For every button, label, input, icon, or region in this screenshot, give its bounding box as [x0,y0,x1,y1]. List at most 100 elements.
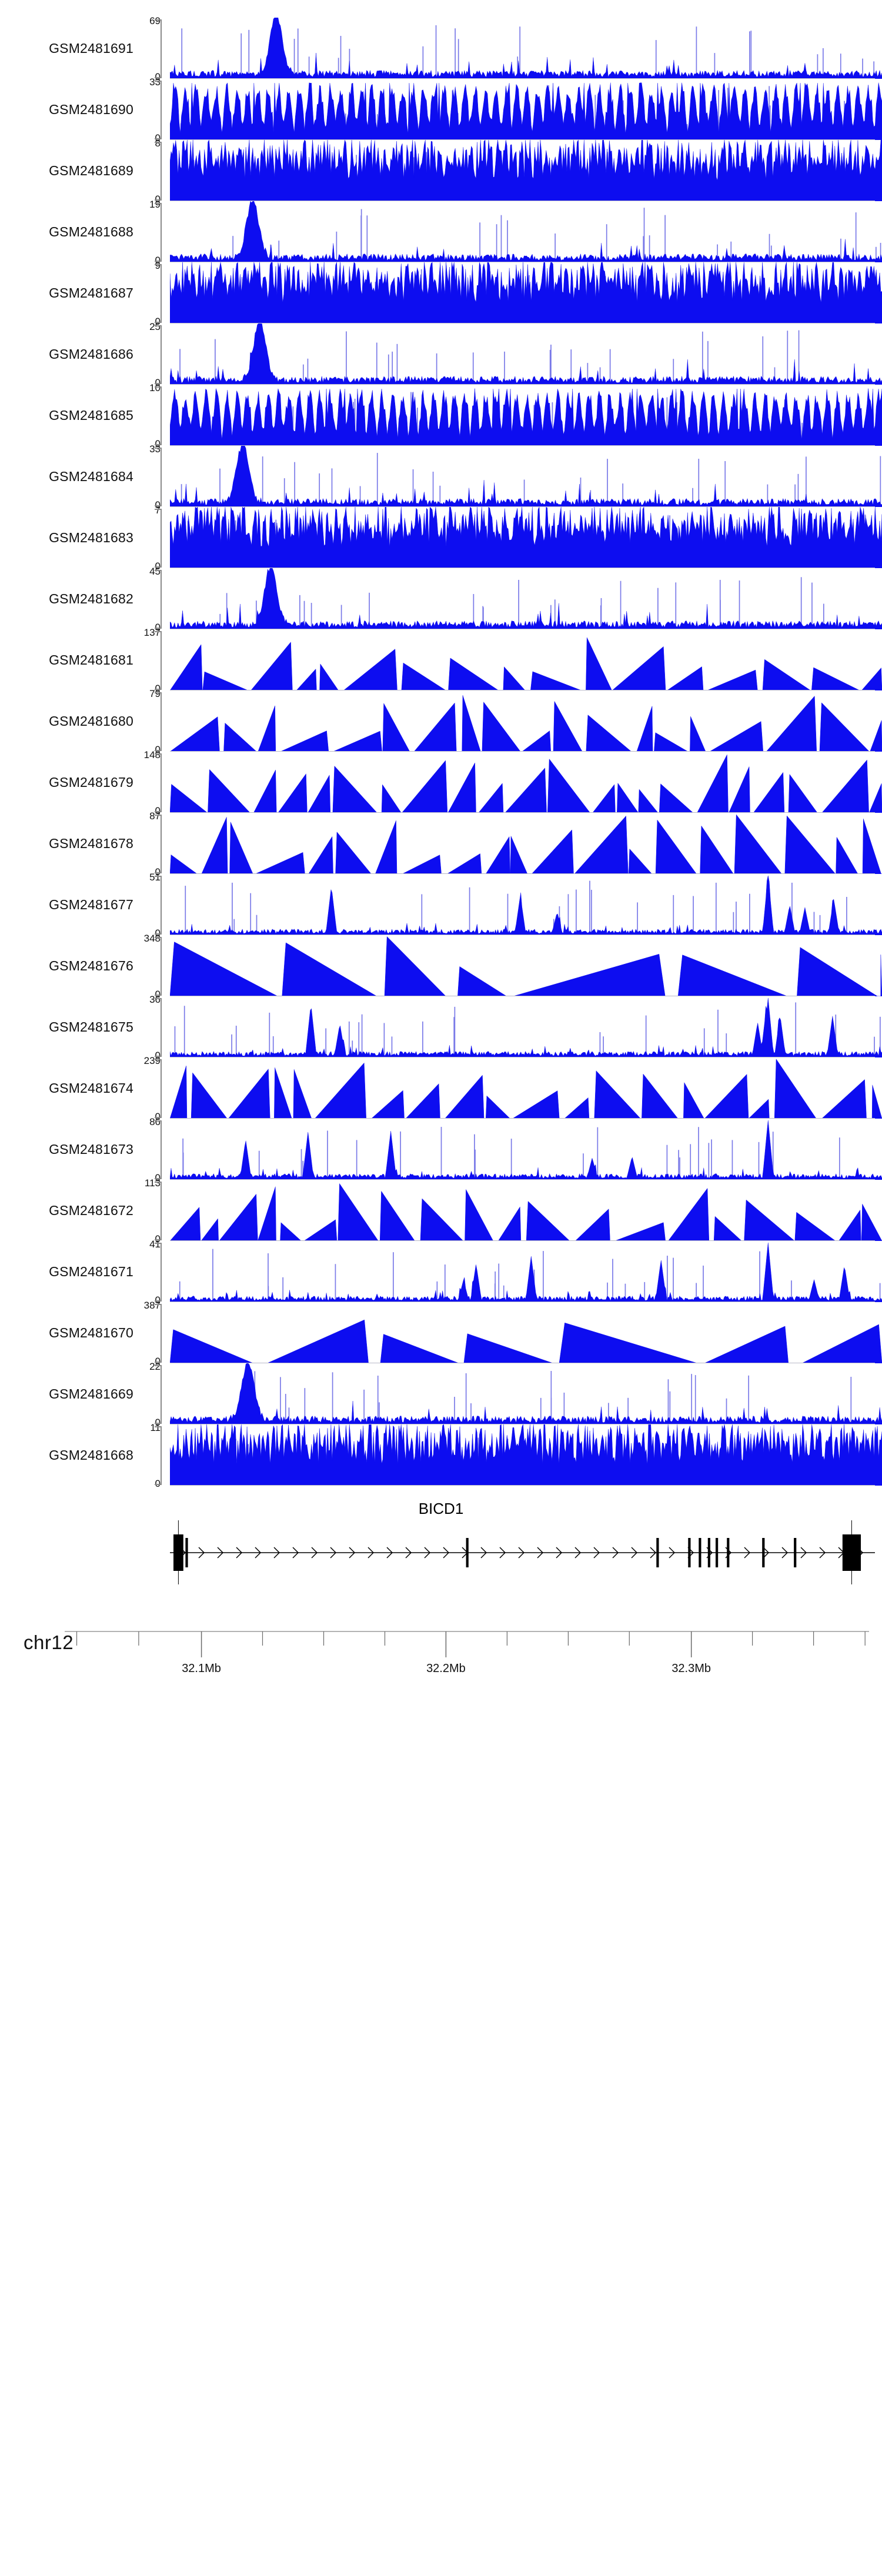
track-y-axis: 86 0 [138,1117,170,1183]
track-sample-label: GSM2481683 [49,529,133,545]
axis-rule [161,1120,162,1179]
coverage-track[interactable]: GSM2481674 239 0 [0,1056,882,1122]
coverage-plot[interactable] [170,874,882,935]
coverage-track[interactable]: GSM2481672 113 0 [0,1178,882,1244]
coverage-track[interactable]: GSM2481688 19 0 [0,199,882,265]
axis-tick-bottom [155,995,162,996]
coverage-plot[interactable] [170,996,882,1057]
axis-tick-bottom [155,628,162,629]
axis-min-label: 0 [155,561,161,571]
coverage-track[interactable]: GSM2481669 22 0 [0,1361,882,1427]
coverage-plot[interactable] [170,507,882,568]
axis-min-label: 0 [155,1050,161,1060]
coverage-plot[interactable] [170,568,882,629]
coverage-plot[interactable] [170,79,882,140]
coverage-track[interactable]: GSM248168790 [0,260,882,326]
axis-tick-bottom [155,750,162,751]
coverage-track[interactable]: GSM248168980 [0,138,882,204]
axis-rule [161,1059,162,1118]
coverage-track[interactable]: GSM2481690 33 0 [0,77,882,143]
track-y-axis: 148 0 [138,749,170,816]
axis-tick-top [155,1304,162,1305]
axis-tick-top [155,692,162,693]
coverage-track[interactable]: GSM2481675 36 0 [0,995,882,1060]
axis-min-label: 0 [155,255,161,265]
coverage-track[interactable]: GSM2481670 387 0 [0,1300,882,1366]
gene-model-svg [170,1520,875,1584]
coverage-plot[interactable] [170,1241,882,1302]
coverage-plot[interactable] [170,629,882,690]
coverage-plot[interactable] [170,385,882,446]
track-y-axis: 25 0 [138,322,170,388]
axis-rule [161,937,162,996]
coverage-plot[interactable] [170,690,882,752]
coverage-track[interactable]: GSM248168370 [0,505,882,571]
coverage-plot[interactable] [170,813,882,874]
axis-rule [161,815,162,873]
axis-tick-top [155,998,162,999]
axis-tick-top [155,1059,162,1060]
axis-tick-top [155,142,162,143]
axis-max-label: 10 [149,382,161,393]
coverage-track[interactable]: GSM2481691 69 0 [0,16,882,82]
coverage-plot[interactable] [170,935,882,996]
track-y-axis: 348 0 [138,933,170,999]
coverage-plot[interactable] [170,18,882,79]
coverage-plot[interactable] [170,262,882,323]
coverage-plot[interactable] [170,201,882,262]
coverage-track[interactable]: GSM2481682 45 0 [0,566,882,632]
axis-max-label: 148 [143,749,161,760]
axis-tick-top [155,386,162,388]
coverage-track[interactable]: GSM2481684 33 0 [0,444,882,510]
coverage-plot[interactable] [170,446,882,507]
track-sample-label: GSM2481668 [49,1447,133,1463]
axis-rule [161,142,162,201]
coverage-track[interactable]: GSM2481681 137 0 [0,628,882,693]
chromosome-tick-label: 32.2Mb [426,1662,466,1675]
axis-tick-bottom [155,261,162,262]
coverage-plot[interactable] [170,1057,882,1119]
coverage-track[interactable]: GSM2481676 348 0 [0,933,882,999]
coverage-track[interactable]: GSM2481671 41 0 [0,1239,882,1305]
axis-max-label: 22 [149,1361,161,1372]
axis-min-label: 0 [155,500,161,510]
coverage-track[interactable]: GSM2481685 10 0 [0,382,882,449]
coverage-plot[interactable] [170,140,882,201]
coverage-plot[interactable] [170,752,882,813]
axis-min-label: 0 [155,72,161,82]
coverage-track[interactable]: GSM2481679 148 0 [0,749,882,816]
track-sample-label: GSM2481678 [49,835,133,851]
track-sample-label: GSM2481671 [49,1263,133,1279]
coverage-track[interactable]: GSM2481673 86 0 [0,1117,882,1183]
axis-rule [161,264,162,323]
coverage-plot[interactable] [170,1363,882,1424]
track-sample-label: GSM2481691 [49,40,133,56]
coverage-plot[interactable] [170,1119,882,1180]
coverage-track[interactable]: GSM2481678 87 0 [0,811,882,877]
track-sample-label: GSM2481675 [49,1019,133,1035]
coverage-track[interactable]: GSM2481686 25 0 [0,322,882,388]
coverage-plot[interactable] [170,323,882,385]
coverage-plot[interactable] [170,1302,882,1363]
coverage-track[interactable]: GSM2481680 79 0 [0,688,882,755]
chromosome-axis-panel: chr12 32.1Mb 32.2Mb 32.3Mb [0,1611,882,1700]
axis-tick-bottom [155,199,162,201]
track-sample-label: GSM2481680 [49,713,133,729]
axis-tick-bottom [155,1117,162,1118]
coverage-track[interactable]: GSM2481668 11 0 [0,1423,882,1489]
axis-max-label: 9 [155,260,161,271]
top-spacer [0,0,882,18]
coverage-track[interactable]: GSM2481677 51 0 [0,872,882,938]
track-sample-label: GSM2481689 [49,162,133,178]
axis-rule [161,325,162,384]
axis-min-label: 0 [155,133,161,143]
track-y-axis: 11 0 [138,1423,170,1489]
coverage-plot[interactable] [170,1180,882,1241]
coverage-plot[interactable] [170,1424,882,1486]
axis-tick-top [155,753,162,755]
axis-min-label: 0 [155,1112,161,1122]
track-sample-label: GSM2481677 [49,896,133,912]
axis-max-label: 79 [149,688,161,699]
axis-rule [161,19,162,78]
